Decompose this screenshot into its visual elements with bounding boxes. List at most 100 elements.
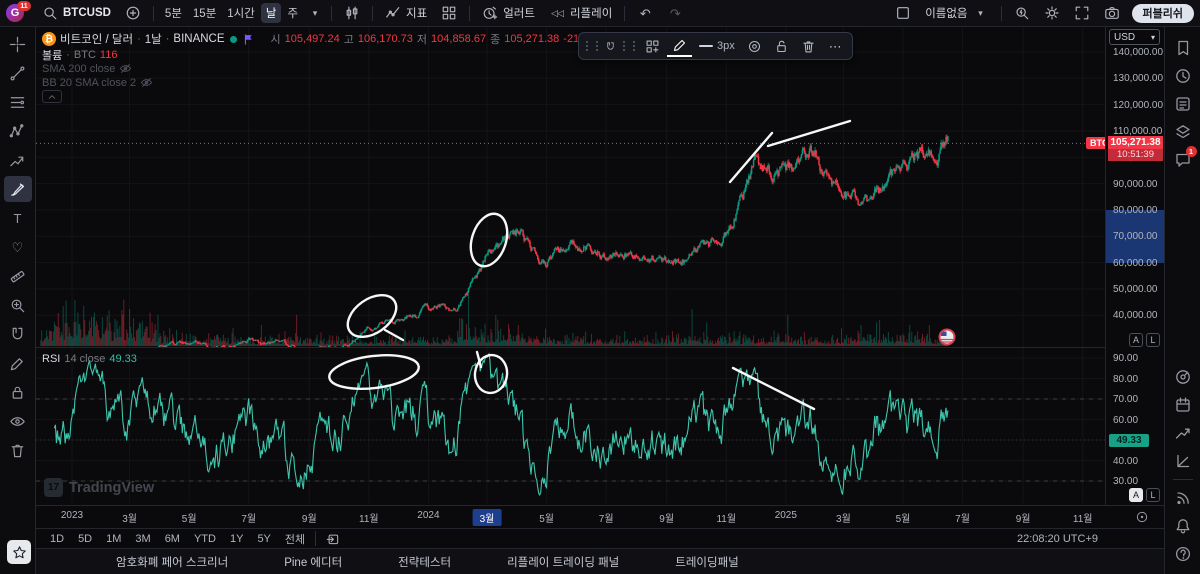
streams-button[interactable] bbox=[1169, 484, 1197, 512]
layout-name-button[interactable]: 이름없음 ▾ bbox=[919, 2, 994, 24]
eye-hidden-icon[interactable] bbox=[119, 62, 132, 75]
undo-button[interactable]: ↶ bbox=[631, 2, 659, 24]
interval-button-5분[interactable]: 5분 bbox=[160, 3, 187, 23]
watchlist-button[interactable] bbox=[1169, 34, 1197, 62]
range-button-5D[interactable]: 5D bbox=[72, 532, 98, 546]
interval-button-날[interactable]: 날 bbox=[260, 3, 282, 23]
bottom-tab[interactable]: 트레이딩패널 bbox=[669, 553, 744, 571]
bottom-tab[interactable]: 리플레이 트레이딩 패널 bbox=[501, 553, 625, 571]
lock-tool[interactable] bbox=[4, 379, 32, 405]
layers-button[interactable] bbox=[1169, 118, 1197, 146]
trash-tool[interactable] bbox=[4, 437, 32, 463]
idea-flag-icon[interactable] bbox=[242, 33, 255, 46]
lock-drawing-button[interactable] bbox=[769, 35, 794, 57]
chart-angle-button[interactable] bbox=[1169, 447, 1197, 475]
drag-handle-icon[interactable] bbox=[620, 41, 638, 51]
layout-select-button[interactable] bbox=[889, 2, 917, 24]
currency-dropdown[interactable]: USD ▾ bbox=[1109, 29, 1160, 45]
drag-handle-icon[interactable] bbox=[583, 41, 601, 51]
go-to-realtime-button[interactable] bbox=[1134, 509, 1150, 525]
symbol-search-button[interactable]: BTCUSD bbox=[36, 2, 117, 24]
crosshair-tool[interactable] bbox=[4, 31, 32, 57]
add-template-button[interactable] bbox=[640, 35, 665, 57]
interval-button-15분[interactable]: 15분 bbox=[188, 3, 221, 23]
price-axis[interactable]: 140,000.00 130,000.00 120,000.00 110,000.00… bbox=[1105, 26, 1165, 505]
xabcd-pattern-tool[interactable] bbox=[4, 118, 32, 144]
zoom-in-tool[interactable] bbox=[4, 292, 32, 318]
delete-drawing-button[interactable] bbox=[796, 35, 821, 57]
eye-toggle-tool[interactable] bbox=[4, 408, 32, 434]
news-button[interactable] bbox=[1169, 90, 1197, 118]
ruler-tool[interactable] bbox=[4, 263, 32, 289]
indicators-button[interactable]: 지표 bbox=[379, 2, 433, 24]
range-button-6M[interactable]: 6M bbox=[159, 532, 186, 546]
sma-legend[interactable]: SMA 200 close bbox=[42, 62, 132, 75]
go-to-date-button[interactable] bbox=[320, 531, 346, 547]
brush-color-button[interactable] bbox=[667, 35, 692, 57]
log-scale-button[interactable]: L bbox=[1146, 488, 1160, 502]
ideas-button[interactable] bbox=[1169, 419, 1197, 447]
eye-hidden-icon[interactable] bbox=[140, 76, 153, 89]
hotlist-button[interactable] bbox=[1169, 363, 1197, 391]
user-avatar[interactable]: G 11 bbox=[6, 1, 31, 24]
range-button-1D[interactable]: 1D bbox=[44, 532, 70, 546]
auto-scale-button[interactable]: A bbox=[1129, 488, 1143, 502]
chat-button[interactable]: 1 bbox=[1169, 146, 1197, 174]
quick-search-button[interactable] bbox=[1008, 2, 1036, 24]
interval-button-1시간[interactable]: 1시간 bbox=[222, 3, 260, 23]
chart-area[interactable]: ₿ 비트코인 / 달러 · 1날 · BINANCE 시 105,497.24 … bbox=[36, 26, 1105, 505]
rsi-legend[interactable]: RSI 14 close 49.33 bbox=[42, 353, 137, 365]
time-axis[interactable]: 2023 3월 5월 7월 9월 11월 2024 3월 5월 7월 9월 11월 2025 3월 5월 7월… bbox=[36, 505, 1164, 529]
range-button-3M[interactable]: 3M bbox=[129, 532, 156, 546]
range-button-1M[interactable]: 1M bbox=[100, 532, 127, 546]
emoji-heart-tool[interactable]: ♡ bbox=[4, 234, 32, 260]
fib-lines-tool[interactable] bbox=[4, 89, 32, 115]
volume-legend[interactable]: 볼륨 · BTC 116 bbox=[42, 47, 117, 63]
ohlc-open-label: 시 bbox=[270, 34, 281, 46]
favorite-drawings-button[interactable] bbox=[7, 540, 31, 564]
publish-button[interactable]: 퍼블리쉬 bbox=[1131, 3, 1194, 23]
range-button-전체[interactable]: 전체 bbox=[279, 530, 311, 548]
calendar-button[interactable] bbox=[1169, 391, 1197, 419]
more-options-button[interactable]: ⋯ bbox=[823, 35, 848, 57]
floating-drawing-toolbar[interactable]: 3px ⋯ bbox=[578, 32, 853, 60]
redo-button[interactable]: ↷ bbox=[661, 2, 689, 24]
alerts-clock-button[interactable] bbox=[1169, 62, 1197, 90]
settings-button[interactable] bbox=[1038, 2, 1066, 24]
screenshot-button[interactable] bbox=[1098, 2, 1126, 24]
indicator-templates-button[interactable] bbox=[435, 2, 463, 24]
alert-button[interactable]: 얼러트 bbox=[476, 2, 541, 24]
brush-tool[interactable] bbox=[3, 176, 32, 202]
interval-menu-button[interactable]: ▾ bbox=[305, 2, 325, 24]
bottom-tab[interactable]: 전략테스터 bbox=[392, 553, 457, 571]
help-button[interactable] bbox=[1169, 540, 1197, 568]
magnet-mini-button[interactable] bbox=[603, 35, 618, 57]
trend-line-tool[interactable] bbox=[4, 60, 32, 86]
notifications-bell-button[interactable] bbox=[1169, 512, 1197, 540]
volume-label: 볼륨 bbox=[42, 50, 63, 62]
interval-button-주[interactable]: 주 bbox=[282, 3, 303, 23]
replay-button[interactable]: ◁◁ 리플레이 bbox=[543, 2, 618, 24]
clock-timezone-button[interactable]: 22:08:20 UTC+9 bbox=[1011, 532, 1156, 546]
bottom-tab[interactable]: Pine 에디터 bbox=[278, 553, 348, 571]
magnet-tool[interactable] bbox=[4, 321, 32, 347]
line-width-button[interactable]: 3px bbox=[694, 35, 740, 57]
forecast-tool[interactable] bbox=[4, 147, 32, 173]
legend-collapse-button[interactable] bbox=[42, 90, 62, 103]
range-button-1Y[interactable]: 1Y bbox=[224, 532, 249, 546]
bb-legend[interactable]: BB 20 SMA close 2 bbox=[42, 76, 153, 89]
fullscreen-button[interactable] bbox=[1068, 2, 1096, 24]
main-legend[interactable]: ₿ 비트코인 / 달러 · 1날 · BINANCE 시 105,497.24 … bbox=[42, 31, 646, 47]
drawing-settings-button[interactable] bbox=[742, 35, 767, 57]
time-tick-label: 7월 bbox=[955, 514, 970, 525]
range-button-5Y[interactable]: 5Y bbox=[251, 532, 276, 546]
auto-scale-button[interactable]: A bbox=[1129, 333, 1143, 347]
log-scale-button[interactable]: L bbox=[1146, 333, 1160, 347]
text-tool-tool[interactable]: T bbox=[4, 205, 32, 231]
compare-symbol-button[interactable] bbox=[119, 2, 147, 24]
bottom-tab[interactable]: 암호화폐 페어 스크리너 bbox=[110, 553, 234, 571]
range-button-YTD[interactable]: YTD bbox=[188, 532, 222, 546]
draw-pencil-tool[interactable] bbox=[4, 350, 32, 376]
sma-label: SMA 200 close bbox=[42, 62, 116, 75]
chart-style-button[interactable] bbox=[338, 2, 366, 24]
